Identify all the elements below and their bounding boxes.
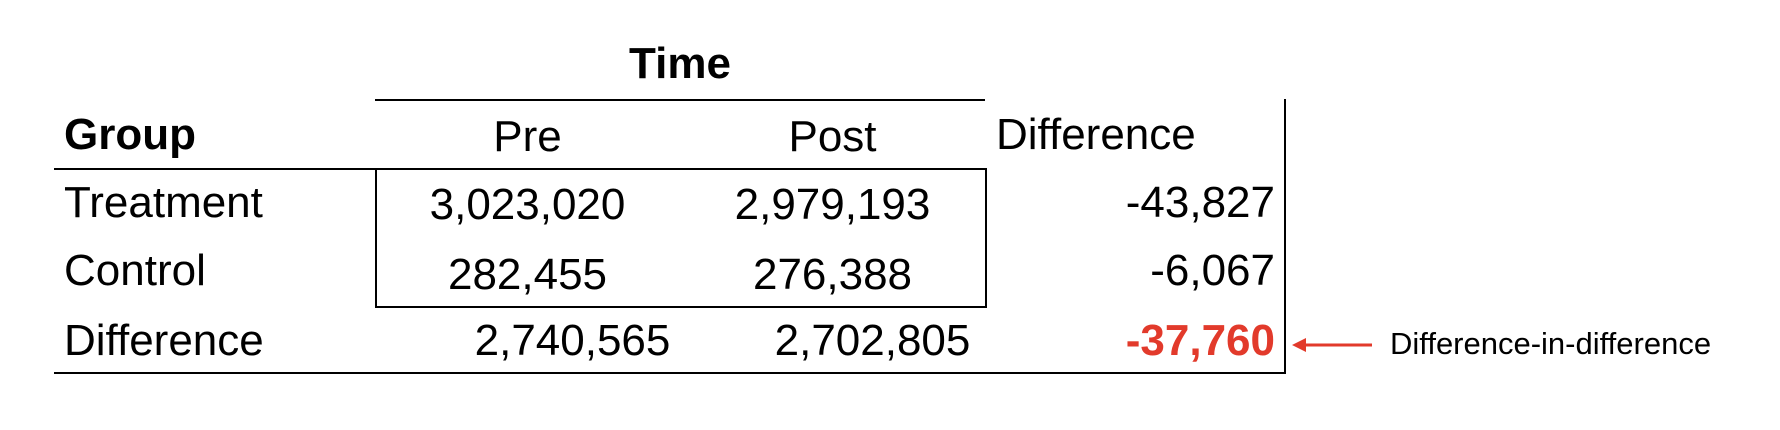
- values-box: [375, 168, 987, 308]
- did-annotation-label: Difference-in-difference: [1390, 326, 1712, 361]
- table-right-rule: [1284, 99, 1286, 374]
- group-header-rule: [54, 168, 377, 170]
- treatment-difference-value: -43,827: [1125, 178, 1275, 227]
- control-post-value: 276,388: [752, 250, 913, 299]
- row-label-control: Control: [64, 246, 206, 295]
- did-value: -37,760: [1125, 316, 1275, 365]
- pre-header: Pre: [493, 112, 562, 161]
- control-pre-value: 282,455: [447, 250, 608, 299]
- group-header: Group: [64, 110, 196, 159]
- time-header: Time: [629, 39, 731, 88]
- row-label-difference: Difference: [64, 316, 264, 365]
- control-difference-value: -6,067: [1150, 246, 1275, 295]
- difference-header: Difference: [996, 110, 1196, 159]
- difference-pre-value: 2,740,565: [474, 316, 671, 365]
- treatment-post-value: 2,979,193: [734, 180, 931, 229]
- row-label-treatment: Treatment: [64, 178, 263, 227]
- treatment-pre-value: 3,023,020: [429, 180, 626, 229]
- post-header: Post: [788, 112, 877, 161]
- table-bottom-rule: [54, 372, 1286, 374]
- difference-post-value: 2,702,805: [774, 316, 971, 365]
- time-header-rule: [375, 99, 985, 101]
- arrow-left-icon: [1292, 338, 1372, 352]
